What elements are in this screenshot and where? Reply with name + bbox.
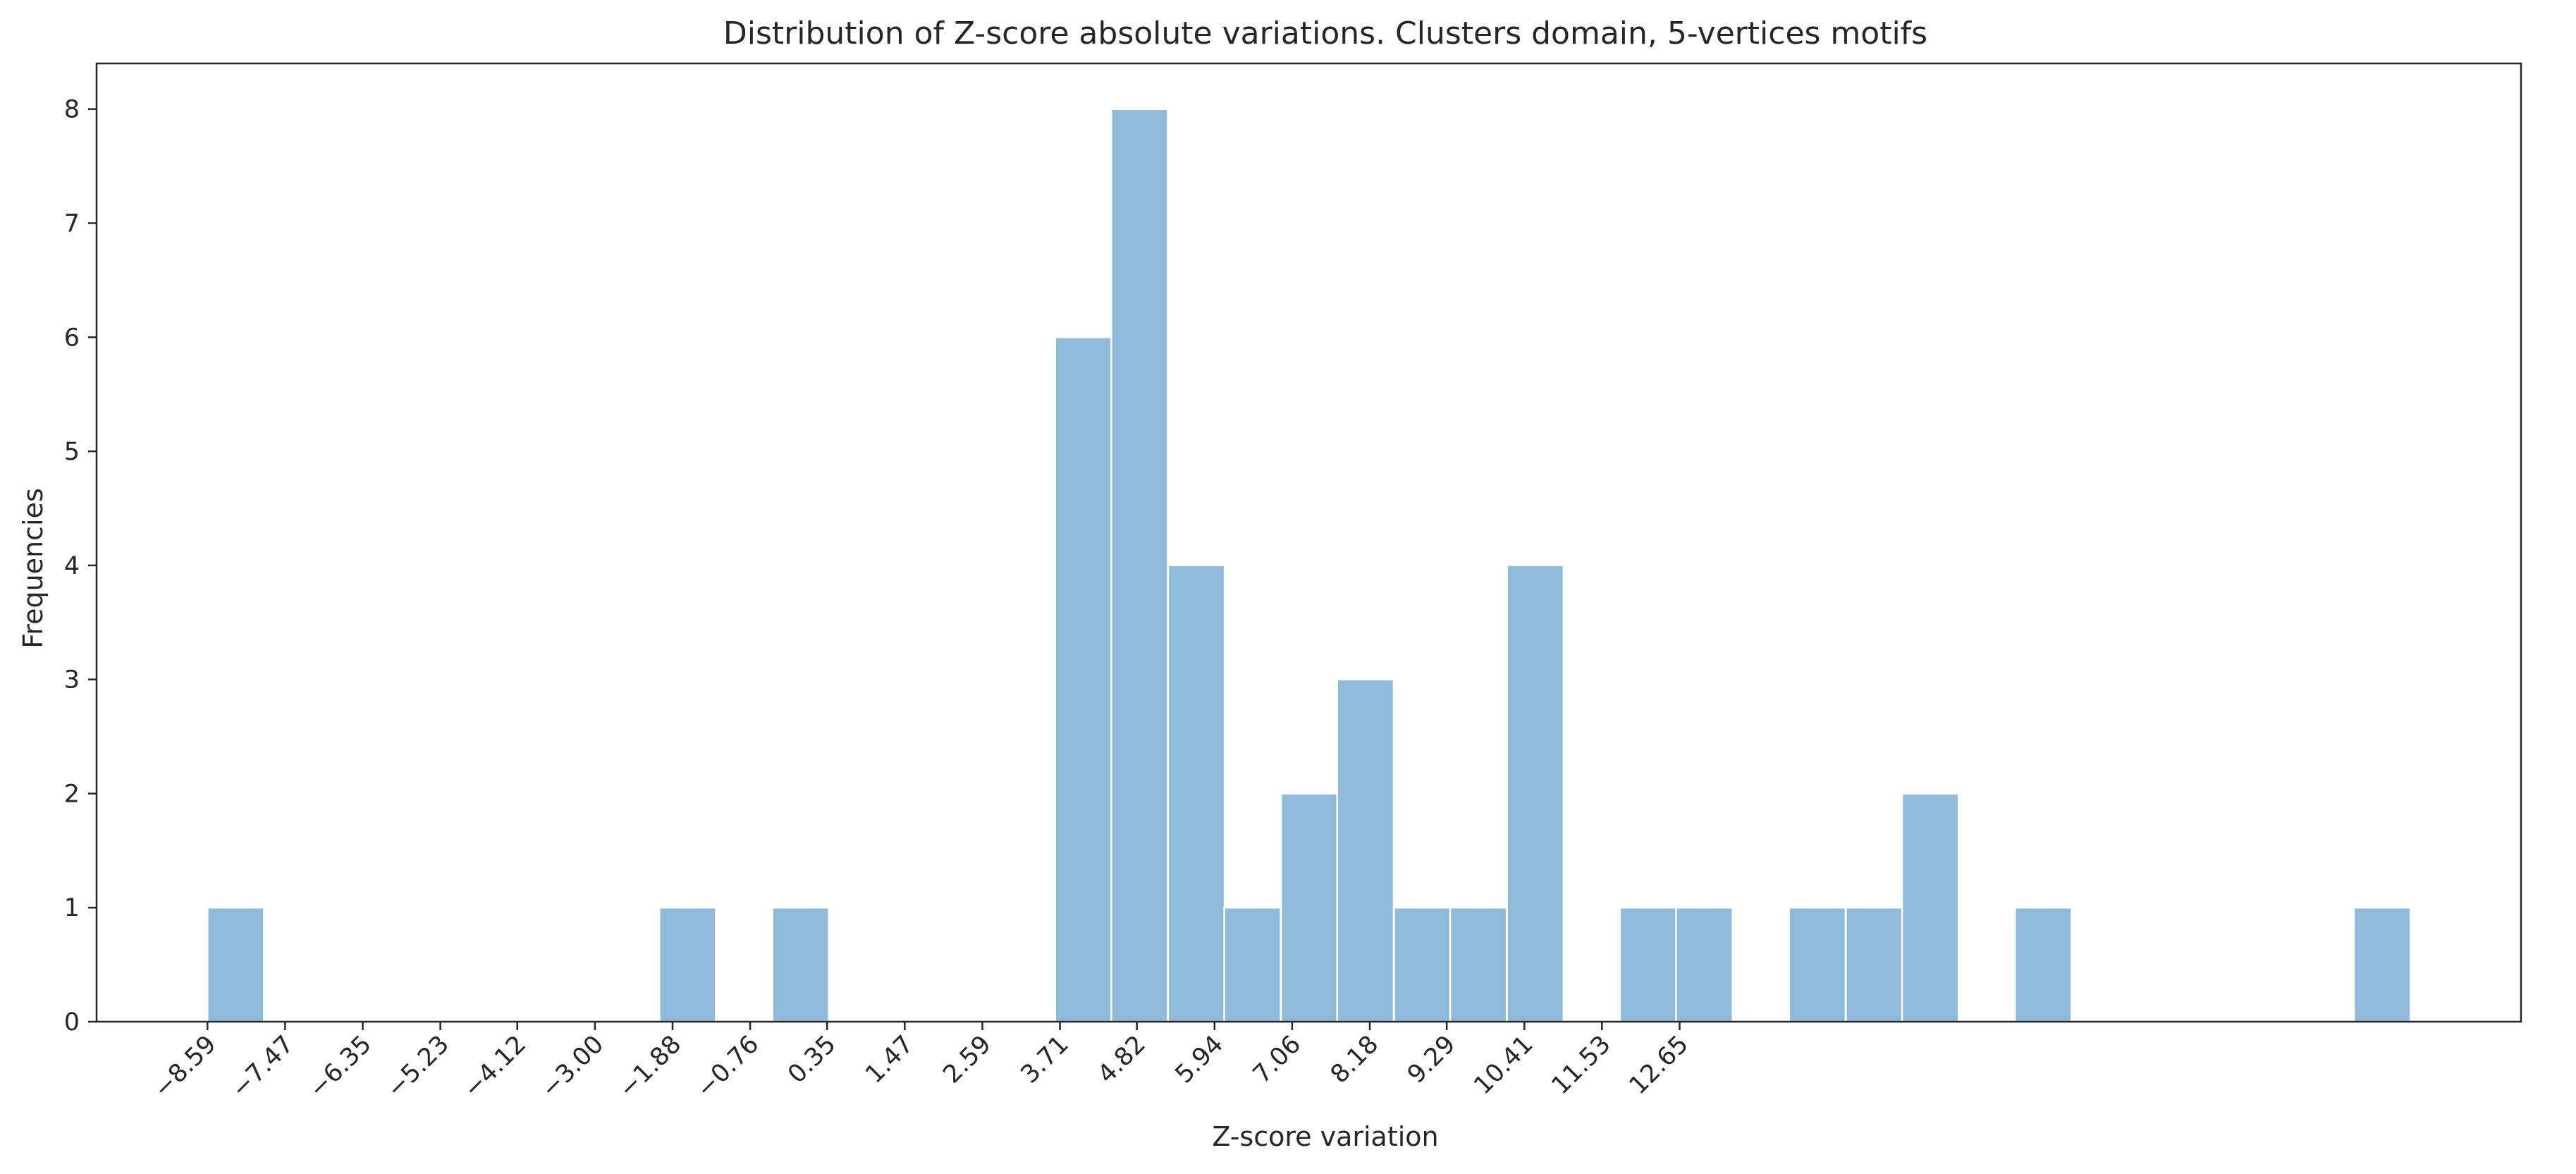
histogram-bar: [2014, 906, 2073, 1023]
y-tick-label: 7: [64, 210, 80, 238]
x-tick-label: −3.00: [536, 1030, 609, 1103]
histogram-bar: [1110, 108, 1169, 1023]
y-tick-label: 1: [64, 894, 80, 922]
histogram-bar: [1788, 906, 1847, 1023]
x-tick-label: 5.94: [1170, 1030, 1229, 1089]
x-tick-label: 4.82: [1093, 1030, 1151, 1089]
histogram-bar: [1280, 793, 1339, 1023]
histogram-bar: [1506, 564, 1565, 1023]
x-tick-label: 8.18: [1325, 1030, 1384, 1089]
x-tick-label: −0.76: [691, 1030, 764, 1103]
histogram-bar: [1675, 906, 1734, 1023]
x-tick-label: −7.47: [226, 1030, 300, 1103]
y-axis-label: Frequencies: [18, 488, 49, 649]
x-tick-label: 11.53: [1547, 1030, 1617, 1100]
x-tick-label: 9.29: [1402, 1030, 1461, 1089]
histogram-bar: [1449, 906, 1508, 1023]
histogram-bar: [1336, 678, 1395, 1023]
x-tick-label: 0.35: [783, 1030, 841, 1089]
chart-title: Distribution of Z-score absolute variati…: [723, 16, 1927, 51]
x-tick-label: −5.23: [381, 1030, 455, 1103]
histogram-bar: [1167, 564, 1226, 1023]
histogram-bar: [1845, 906, 1903, 1023]
histogram-bar: [1901, 793, 1960, 1023]
x-tick-label: −6.35: [304, 1030, 377, 1103]
y-tick-label: 5: [64, 438, 80, 466]
histogram-bar: [1619, 906, 1678, 1023]
y-tick-label: 8: [64, 96, 80, 124]
y-tick-label: 2: [64, 780, 80, 808]
x-tick-label: −1.88: [613, 1030, 687, 1103]
x-tick-label: 2.59: [938, 1030, 996, 1089]
y-axis-ticks: 0 1 2 3 4 5 6 7 8: [64, 96, 97, 1037]
histogram-bar: [771, 906, 830, 1023]
histogram-bar: [2353, 906, 2412, 1023]
x-tick-label: 7.06: [1248, 1030, 1306, 1089]
plot-frame: [95, 62, 2522, 1023]
histogram-bar: [207, 906, 265, 1023]
histogram-bar: [1054, 336, 1113, 1023]
x-axis-label: Z-score variation: [1212, 1121, 1438, 1152]
bars-group: [207, 108, 2412, 1023]
x-tick-label: −8.59: [149, 1030, 222, 1103]
x-tick-label: 1.47: [860, 1030, 919, 1089]
y-tick-label: 4: [64, 552, 80, 580]
histogram-bar: [658, 906, 717, 1023]
histogram-bar: [1393, 906, 1452, 1023]
histogram-bar: [1223, 906, 1282, 1023]
y-tick-label: 3: [64, 666, 80, 695]
y-tick-label: 0: [64, 1008, 80, 1037]
x-tick-label: −4.12: [458, 1030, 532, 1103]
x-tick-label: 10.41: [1468, 1030, 1538, 1100]
x-axis-ticks: −8.59 −7.47 −6.35 −5.23 −4.12 −3.00 −1.88 −0.76…: [149, 1022, 1694, 1103]
y-tick-label: 6: [64, 324, 80, 352]
x-tick-label: 12.65: [1624, 1030, 1694, 1100]
x-tick-label: 3.71: [1016, 1030, 1074, 1089]
